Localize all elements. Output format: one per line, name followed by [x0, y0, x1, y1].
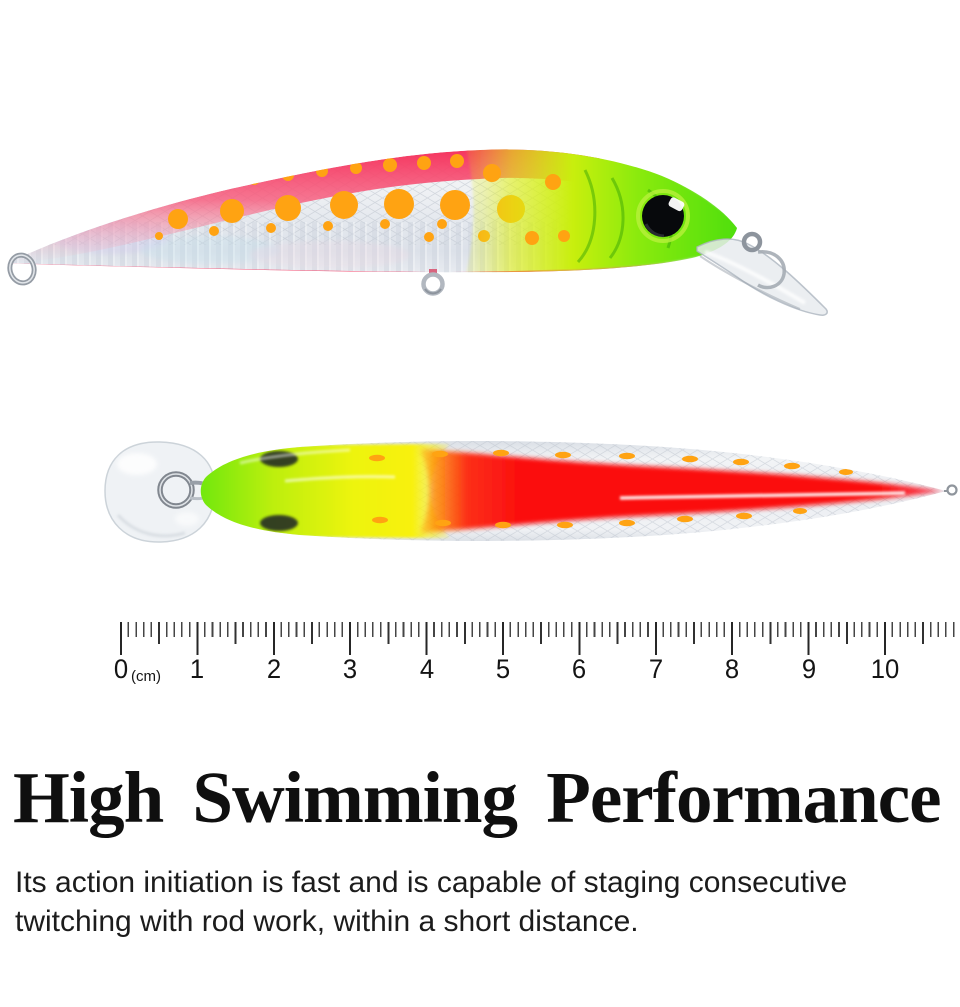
description-line-2: twitching with rod work, within a short … — [15, 905, 639, 938]
top-head-color — [200, 444, 450, 538]
side-head-spots — [483, 164, 570, 245]
lure-photos-canvas — [7, 149, 958, 543]
top-red-stripe — [420, 449, 944, 533]
tail-split-ring — [7, 252, 37, 286]
top-highlights — [239, 448, 906, 500]
ruler-label-4: 4 — [419, 654, 434, 684]
ruler-tick-marks — [120, 622, 960, 655]
ruler-label-1: 1 — [190, 654, 205, 684]
top-view-lure — [104, 441, 958, 543]
top-spots — [369, 449, 853, 529]
ruler-label-8: 8 — [725, 654, 740, 684]
belly-hook-hanger — [421, 269, 445, 296]
description-text: Its action initiation is fast and is cap… — [15, 863, 847, 941]
ruler-label-2: 2 — [266, 654, 281, 684]
ruler-label-9: 9 — [801, 654, 816, 684]
ruler-unit-label: (cm) — [131, 668, 161, 685]
ruler-label-6: 6 — [572, 654, 587, 684]
ruler-label-0: 0 — [113, 654, 129, 684]
top-eyes — [260, 451, 298, 531]
ruler-label-5: 5 — [495, 654, 511, 684]
side-view-lure — [7, 149, 828, 316]
top-tail-wire — [944, 484, 958, 496]
side-bill — [696, 238, 828, 316]
ruler-label-10: 10 — [870, 654, 900, 684]
side-bill-snap-wire — [757, 250, 786, 290]
side-line-tie-ring — [741, 231, 763, 253]
ruler-label-7: 7 — [648, 654, 663, 684]
side-head — [466, 149, 737, 273]
ruler-label-3: 3 — [343, 654, 358, 684]
side-eye — [636, 189, 690, 243]
description-line-1: Its action initiation is fast and is cap… — [15, 866, 848, 899]
page-title: High Swimming Performance — [13, 757, 942, 838]
ruler: 0 (cm) 1 2 3 4 5 6 7 8 9 10 — [114, 622, 960, 694]
